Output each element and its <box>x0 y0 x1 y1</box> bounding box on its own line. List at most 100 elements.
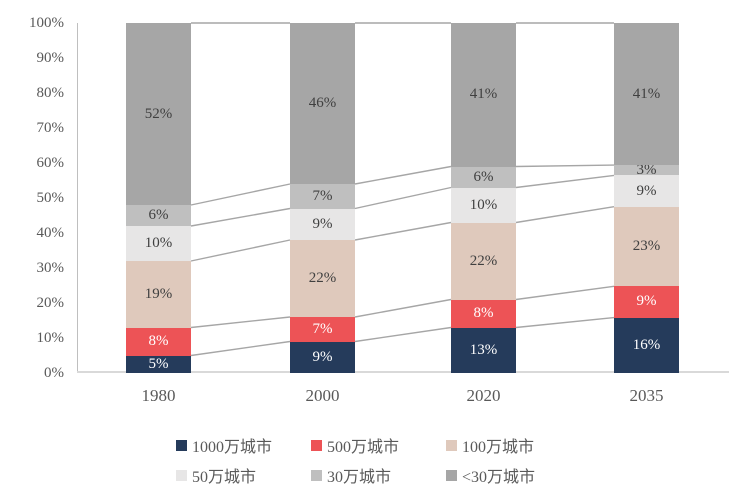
connector-line <box>190 207 291 227</box>
bar-segment: 7% <box>290 317 355 342</box>
segment-value-label: 22% <box>469 252 498 269</box>
y-axis-line <box>77 23 78 373</box>
legend-label: 1000万城市 <box>192 439 273 456</box>
connector-line <box>515 174 615 189</box>
y-tick-label: 70% <box>36 120 65 136</box>
connector-line <box>515 205 615 224</box>
connector-line <box>354 298 452 318</box>
legend-swatch <box>446 469 457 481</box>
bar-segment: 8% <box>451 299 516 328</box>
legend-item: 50万城市 <box>176 463 311 487</box>
bar-segment: 9% <box>614 286 679 318</box>
bar-segment: 52% <box>126 23 191 205</box>
segment-value-label: 6% <box>473 168 494 185</box>
legend-item: 1000万城市 <box>176 433 311 457</box>
y-tick-label: 50% <box>36 190 65 206</box>
legend-item: 30万城市 <box>311 463 446 487</box>
segment-value-label: 41% <box>469 86 498 103</box>
segment-value-label: 19% <box>144 285 173 302</box>
connector-line <box>190 340 291 357</box>
connector-line <box>354 165 452 185</box>
bar-segment: 22% <box>451 222 516 300</box>
segment-value-label: 9% <box>312 348 333 365</box>
legend-row: 1000万城市 500万城市 100万城市 <box>176 430 581 460</box>
bar-segment: 9% <box>614 175 679 207</box>
bar-segment: 7% <box>290 184 355 209</box>
bar-segment: 6% <box>126 205 191 226</box>
bar-segment: 6% <box>451 166 516 188</box>
bar-segment: 10% <box>451 187 516 223</box>
segment-value-label: 23% <box>632 238 661 254</box>
legend-swatch <box>311 469 322 481</box>
segment-value-label: 9% <box>312 215 333 232</box>
y-tick-label: 10% <box>36 330 65 346</box>
segment-value-label: 10% <box>469 196 498 213</box>
segment-value-label: 5% <box>148 355 169 372</box>
bar-segment: 41% <box>451 23 516 167</box>
x-axis-label: 1980 <box>141 386 176 405</box>
bar-segment: 46% <box>290 23 355 184</box>
y-tick-label: 80% <box>36 85 65 101</box>
connector-line <box>354 186 452 210</box>
bar-segment: 9% <box>290 341 355 373</box>
x-axis-line <box>77 371 729 373</box>
y-tick-label: 90% <box>36 50 65 66</box>
bar-segment: 13% <box>451 327 516 373</box>
segment-value-label: 13% <box>469 341 498 358</box>
connector-line <box>190 316 291 329</box>
segment-value-label: 7% <box>312 320 333 337</box>
segment-value-label: 3% <box>636 161 657 178</box>
legend-label: 100万城市 <box>462 439 535 456</box>
segment-value-label: 41% <box>632 85 661 102</box>
segment-value-label: 6% <box>148 207 169 223</box>
segment-value-label: 10% <box>144 235 173 251</box>
bar-segment: 9% <box>290 208 355 240</box>
legend-swatch <box>446 439 457 451</box>
legend-swatch <box>176 439 187 451</box>
legend-item: 500万城市 <box>311 433 446 457</box>
segment-value-label: 16% <box>632 336 661 353</box>
segment-value-label: 8% <box>148 333 169 349</box>
connector-line <box>515 316 615 329</box>
bar-segment: 19% <box>126 261 191 328</box>
legend-item: 100万城市 <box>446 433 581 457</box>
segment-value-label: 46% <box>308 95 337 111</box>
connector-line <box>515 164 615 168</box>
segment-value-label: 52% <box>144 105 173 122</box>
segment-value-label: 7% <box>312 187 333 204</box>
segment-value-label: 22% <box>308 270 337 286</box>
y-tick-label: 60% <box>36 155 65 171</box>
bar-segment: 41% <box>614 23 679 166</box>
legend-swatch <box>311 439 322 451</box>
legend-swatch <box>176 469 187 481</box>
bar-segment: 23% <box>614 206 679 287</box>
bar-segment: 3% <box>614 161 679 178</box>
connector-line <box>354 221 452 241</box>
legend-label: 500万城市 <box>327 439 400 456</box>
connector-line <box>190 183 291 206</box>
segment-value-label: 9% <box>636 293 657 310</box>
segment-value-label: 9% <box>636 182 657 199</box>
legend-row: 50万城市 30万城市 <30万城市 <box>176 460 581 490</box>
bar-segment: 8% <box>126 327 191 356</box>
y-tick-label: 100% <box>29 15 64 31</box>
bar-segment: 5% <box>126 355 191 373</box>
chart-legend: 1000万城市 500万城市 100万城市 50万城市 30万城市 <30万城市 <box>176 430 581 490</box>
x-axis-label: 2000 <box>305 386 340 405</box>
legend-label: <30万城市 <box>462 469 536 486</box>
bar-segment: 16% <box>614 317 679 373</box>
segment-value-label: 8% <box>473 305 494 321</box>
x-axis-label: 2035 <box>629 386 664 405</box>
connector-line <box>190 239 291 262</box>
y-tick-label: 20% <box>36 295 65 311</box>
bar-segment: 10% <box>126 226 191 261</box>
legend-item: <30万城市 <box>446 463 581 487</box>
connector-line <box>515 285 615 301</box>
y-tick-label: 0% <box>44 365 64 381</box>
y-tick-label: 30% <box>36 260 65 276</box>
bar-segment: 22% <box>290 240 355 317</box>
connector-line <box>354 326 452 343</box>
legend-label: 30万城市 <box>327 469 392 486</box>
x-axis-label: 2020 <box>466 386 501 405</box>
